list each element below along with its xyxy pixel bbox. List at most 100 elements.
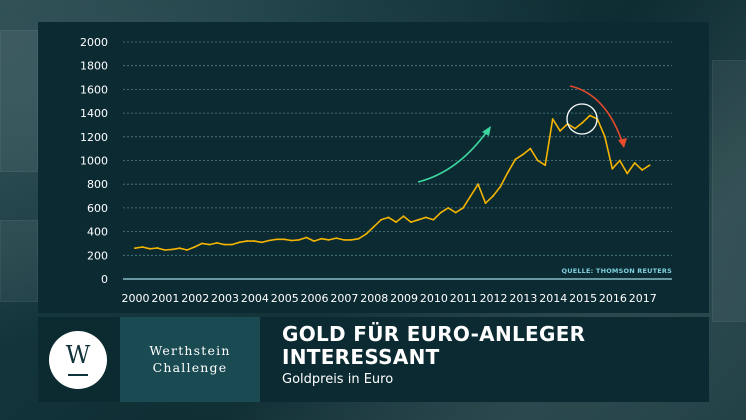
data-point xyxy=(633,161,636,164)
gold-price-chart: 0 200 400 600 800 1000 1200 1400 1600 1800 2000 20… xyxy=(80,36,673,305)
headline-line2: INTERESSANT xyxy=(282,345,440,369)
data-point xyxy=(193,246,196,248)
chart-panel: 0 200 400 600 800 1000 1200 1400 1600 1800 2000 20… xyxy=(38,22,709,313)
chart-grid xyxy=(123,41,672,280)
x-tick-label: 2004 xyxy=(241,292,269,305)
data-point xyxy=(245,240,248,242)
background-gold-bar xyxy=(712,60,746,322)
brand-name-line2: Challenge xyxy=(152,360,228,375)
data-point xyxy=(424,216,427,219)
y-tick-label: 2000 xyxy=(80,36,108,49)
background-gold-bar xyxy=(0,220,38,302)
data-point xyxy=(342,238,345,241)
data-point xyxy=(201,242,203,245)
data-point xyxy=(298,238,300,241)
down-trend-arrow xyxy=(569,85,624,145)
data-point xyxy=(320,237,323,240)
y-tick-label: 0 xyxy=(101,273,108,286)
data-point xyxy=(171,248,174,251)
data-point xyxy=(231,243,233,246)
data-point xyxy=(163,249,166,251)
x-tick-label: 2012 xyxy=(480,292,508,305)
y-tick-label: 800 xyxy=(87,178,108,191)
x-tick-label: 2001 xyxy=(151,292,179,305)
gold-price-line xyxy=(134,114,651,251)
data-point xyxy=(454,211,457,214)
data-point xyxy=(357,237,360,240)
logo-letter: W xyxy=(65,341,91,369)
data-point xyxy=(447,207,450,209)
data-point xyxy=(305,236,308,239)
x-tick-label: 2011 xyxy=(450,292,478,305)
data-point xyxy=(559,129,562,132)
data-point xyxy=(462,207,465,209)
y-tick-label: 1000 xyxy=(80,155,108,168)
brand-cell: Werthstein Challenge xyxy=(120,317,260,402)
data-point xyxy=(641,169,644,171)
data-point xyxy=(514,158,517,161)
y-tick-label: 200 xyxy=(87,249,108,262)
data-point xyxy=(581,121,584,124)
logo-cell: W xyxy=(38,317,118,402)
x-tick-label: 2002 xyxy=(181,292,209,305)
data-point xyxy=(410,221,412,224)
data-point xyxy=(551,118,554,120)
data-point xyxy=(626,172,629,175)
data-point xyxy=(521,153,524,156)
data-point xyxy=(335,237,338,240)
data-point xyxy=(611,167,614,170)
data-point xyxy=(313,240,315,242)
logo-badge: W xyxy=(49,331,107,389)
data-point xyxy=(387,216,390,219)
chart-annotations xyxy=(417,85,627,183)
data-point xyxy=(536,159,539,162)
x-tick-label: 2000 xyxy=(122,292,150,305)
y-tick-label: 1400 xyxy=(80,107,108,120)
up-trend-arrow xyxy=(417,129,489,183)
data-point xyxy=(156,247,159,249)
data-point xyxy=(603,135,606,138)
x-tick-label: 2006 xyxy=(301,292,329,305)
x-tick-label: 2007 xyxy=(330,292,358,305)
source-label: QUELLE: THOMSON REUTERS xyxy=(562,267,673,275)
data-point xyxy=(253,240,256,242)
x-tick-label: 2008 xyxy=(360,292,388,305)
peak-highlight-circle xyxy=(566,103,598,135)
data-point xyxy=(327,238,330,241)
data-point xyxy=(499,185,502,188)
x-tick-label: 2016 xyxy=(599,292,627,305)
data-point xyxy=(208,243,211,246)
data-point xyxy=(178,247,181,250)
data-point xyxy=(469,195,472,197)
data-point xyxy=(365,233,368,235)
headline-line1: GOLD FÜR EURO-ANLEGER xyxy=(282,322,586,346)
y-tick-label: 600 xyxy=(87,202,108,215)
data-point xyxy=(238,241,241,244)
data-point xyxy=(439,211,442,214)
data-point xyxy=(574,127,576,130)
y-tick-label: 1600 xyxy=(80,83,108,96)
data-point xyxy=(544,164,547,167)
data-point xyxy=(417,218,420,221)
data-point xyxy=(283,238,286,241)
x-tick-label: 2009 xyxy=(390,292,418,305)
data-point xyxy=(529,147,532,150)
brand-name-line1: Werthstein xyxy=(149,343,231,358)
data-point xyxy=(506,171,509,174)
data-point xyxy=(275,238,278,241)
data-point xyxy=(372,225,375,228)
x-tick-label: 2003 xyxy=(211,292,239,305)
data-point xyxy=(216,241,218,244)
data-point xyxy=(186,249,189,251)
y-axis-ticks: 0 200 400 600 800 1000 1200 1400 1600 1800 2000 xyxy=(80,36,108,286)
data-point xyxy=(223,243,226,246)
x-tick-label: 2017 xyxy=(629,292,657,305)
data-point xyxy=(589,114,591,117)
y-tick-label: 1800 xyxy=(80,60,108,73)
data-point xyxy=(648,164,651,167)
title-cell: GOLD FÜR EURO-ANLEGER INTERESSANT Goldpr… xyxy=(260,317,709,402)
data-point xyxy=(148,247,151,250)
x-tick-label: 2015 xyxy=(569,292,597,305)
x-axis-ticks: 2000 2001 2002 2003 2004 2005 2006 2007 2008 2009… xyxy=(122,292,657,305)
data-point xyxy=(618,159,621,162)
